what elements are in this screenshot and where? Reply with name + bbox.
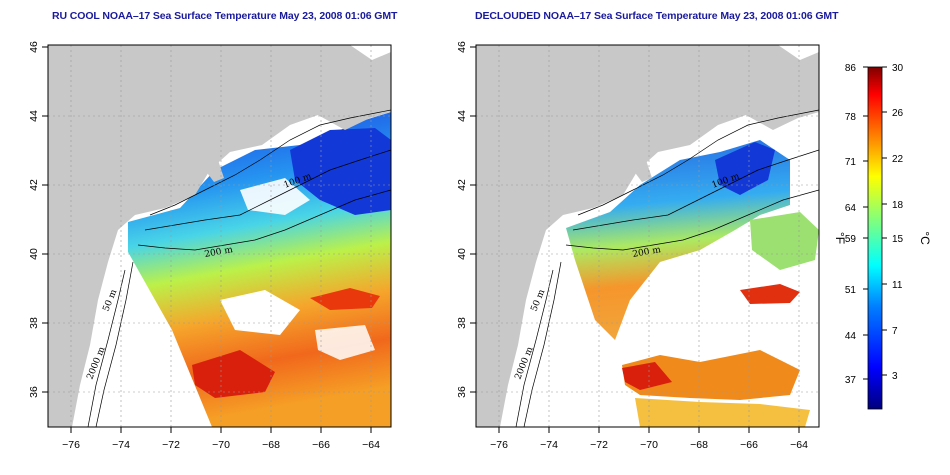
colorbar-f-tick-78: 78 bbox=[845, 112, 857, 123]
colorbar-c-tick-7: 7 bbox=[892, 326, 898, 337]
lat-tick-40-right: 40 bbox=[456, 248, 468, 260]
sst-east-patch-right bbox=[750, 212, 819, 270]
sst-warm-band-right bbox=[622, 350, 800, 400]
bathymetry-contours-left bbox=[87, 109, 391, 427]
lon-tick-76-right: −76 bbox=[490, 439, 508, 451]
lon-tick-66-right: −66 bbox=[740, 439, 758, 451]
lat-tick-42-left: 42 bbox=[28, 179, 40, 191]
colorbar-unit-fahrenheit: °F bbox=[833, 232, 847, 244]
graticule-left bbox=[48, 45, 391, 427]
colorbar-c-tick-15: 15 bbox=[892, 234, 904, 245]
colorbar-c-tick-18: 18 bbox=[892, 200, 904, 211]
sst-cold-patch-right bbox=[715, 142, 775, 195]
cape-cod-right bbox=[633, 160, 652, 182]
colorbar-f-tick-37: 37 bbox=[845, 375, 857, 386]
colorbar-gradient bbox=[867, 66, 883, 410]
map-panel-left: 100 m 200 m 50 m 2000 m bbox=[48, 45, 391, 427]
sst-south-patch-right bbox=[635, 398, 810, 427]
colorbar-c-tick-11: 11 bbox=[892, 280, 903, 291]
sst-warm-core-right bbox=[622, 362, 672, 390]
panel-title-right: DECLOUDED NOAA–17 Sea Surface Temperatur… bbox=[475, 10, 839, 22]
lon-tick-68-left: −68 bbox=[262, 439, 280, 451]
lon-tick-68-right: −68 bbox=[690, 439, 708, 451]
lat-tick-40-left: 40 bbox=[28, 248, 40, 260]
lon-tick-66-left: −66 bbox=[312, 439, 330, 451]
colorbar-unit-celsius: °C bbox=[918, 231, 932, 245]
lat-tick-44-right: 44 bbox=[456, 110, 468, 122]
lon-tick-64-left: −64 bbox=[362, 439, 380, 451]
lat-tick-36-left: 36 bbox=[28, 386, 40, 398]
cloud-gap-left-3 bbox=[315, 325, 375, 360]
colorbar-c-tick-3: 3 bbox=[892, 371, 898, 382]
lon-axis-right: −76 −74 −72 −70 −68 −66 −64 bbox=[490, 427, 808, 451]
lat-tick-38-right: 38 bbox=[456, 317, 468, 329]
cape-cod-left bbox=[205, 160, 224, 182]
contour-label-200m-right: 200 m bbox=[632, 245, 662, 260]
colorbar-c-tick-30: 30 bbox=[892, 63, 904, 74]
colorbar-f-tick-51: 51 bbox=[845, 285, 857, 296]
contour-label-200m-left: 200 m bbox=[204, 245, 234, 260]
sst-cold-patch-left bbox=[290, 128, 391, 215]
lat-tick-46-left: 46 bbox=[28, 41, 40, 53]
map-frame-left bbox=[47, 44, 392, 428]
lon-tick-72-left: −72 bbox=[162, 439, 180, 451]
cloud-gap-left-2 bbox=[240, 178, 310, 215]
sst-warm-streak-right bbox=[740, 284, 800, 304]
panel-title-left: RU COOL NOAA–17 Sea Surface Temperature … bbox=[52, 10, 398, 22]
lat-tick-44-left: 44 bbox=[28, 110, 40, 122]
lon-tick-74-right: −74 bbox=[540, 439, 558, 451]
lat-tick-46-right: 46 bbox=[456, 41, 468, 53]
colorbar-f-tick-59: 59 bbox=[845, 234, 857, 245]
colorbar-f-tick-44: 44 bbox=[845, 331, 857, 342]
cloud-gap-left-1 bbox=[220, 290, 300, 335]
lon-tick-70-left: −70 bbox=[212, 439, 230, 451]
lon-axis-left: −76 −74 −72 −70 −68 −66 −64 bbox=[62, 427, 380, 451]
lon-tick-70-right: −70 bbox=[640, 439, 658, 451]
map-panel-right: 100 m 200 m 50 m 2000 m bbox=[476, 45, 819, 427]
lat-tick-38-left: 38 bbox=[28, 317, 40, 329]
lat-axis-right: 46 44 42 40 38 36 bbox=[456, 41, 476, 398]
colorbar-f-tick-86: 86 bbox=[845, 63, 857, 74]
land-left bbox=[48, 45, 391, 427]
colorbar-f-tick-71: 71 bbox=[845, 157, 857, 168]
colorbar: 86 78 71 64 59 51 44 37 30 26 22 18 15 1… bbox=[833, 63, 932, 410]
bathymetry-contours-right bbox=[515, 109, 819, 427]
lon-tick-74-left: −74 bbox=[112, 439, 130, 451]
lat-tick-36-right: 36 bbox=[456, 386, 468, 398]
colorbar-c-tick-26: 26 bbox=[892, 108, 904, 119]
lon-tick-64-right: −64 bbox=[790, 439, 808, 451]
sst-warm-streak-left bbox=[310, 288, 380, 310]
land-right bbox=[476, 45, 819, 427]
sst-warm-core-left bbox=[192, 350, 275, 398]
map-frame-right bbox=[475, 44, 820, 428]
lat-axis-left: 46 44 42 40 38 36 bbox=[28, 41, 48, 398]
lat-tick-42-right: 42 bbox=[456, 179, 468, 191]
lon-tick-72-right: −72 bbox=[590, 439, 608, 451]
colorbar-c-tick-22: 22 bbox=[892, 154, 904, 165]
colorbar-f-tick-64: 64 bbox=[845, 203, 857, 214]
graticule-right bbox=[476, 45, 819, 427]
lon-tick-76-left: −76 bbox=[62, 439, 80, 451]
